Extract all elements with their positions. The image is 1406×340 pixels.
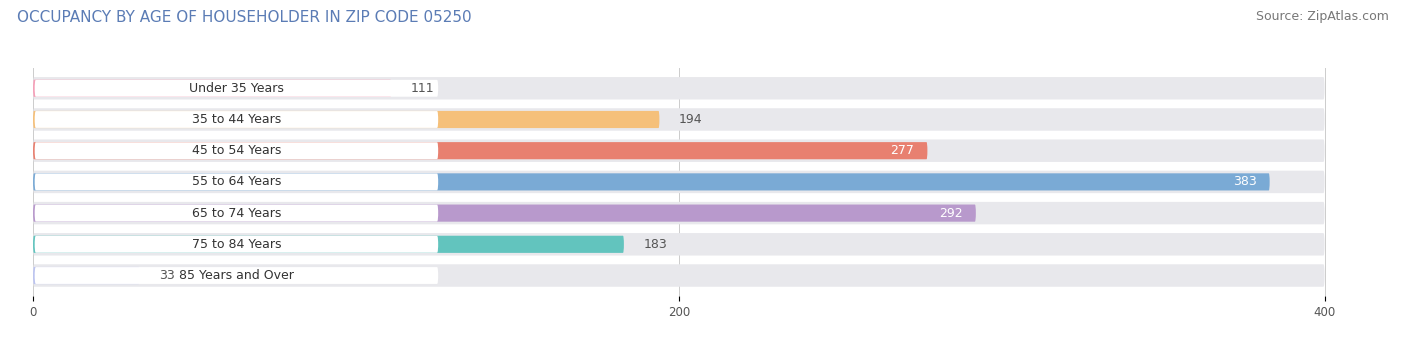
Text: 194: 194 xyxy=(679,113,703,126)
FancyBboxPatch shape xyxy=(35,236,439,253)
FancyBboxPatch shape xyxy=(35,205,439,222)
FancyBboxPatch shape xyxy=(35,111,439,128)
FancyBboxPatch shape xyxy=(35,173,439,190)
FancyBboxPatch shape xyxy=(32,267,139,284)
Text: 33: 33 xyxy=(159,269,174,282)
Text: OCCUPANCY BY AGE OF HOUSEHOLDER IN ZIP CODE 05250: OCCUPANCY BY AGE OF HOUSEHOLDER IN ZIP C… xyxy=(17,10,471,25)
FancyBboxPatch shape xyxy=(35,80,439,97)
Text: Source: ZipAtlas.com: Source: ZipAtlas.com xyxy=(1256,10,1389,23)
FancyBboxPatch shape xyxy=(32,173,1270,190)
FancyBboxPatch shape xyxy=(35,142,439,159)
FancyBboxPatch shape xyxy=(32,139,1324,162)
Text: Under 35 Years: Under 35 Years xyxy=(188,82,284,95)
FancyBboxPatch shape xyxy=(32,202,1324,224)
FancyBboxPatch shape xyxy=(32,171,1324,193)
Text: 55 to 64 Years: 55 to 64 Years xyxy=(191,175,281,188)
FancyBboxPatch shape xyxy=(32,264,1324,287)
Text: 111: 111 xyxy=(411,82,434,95)
FancyBboxPatch shape xyxy=(32,236,624,253)
FancyBboxPatch shape xyxy=(32,80,391,97)
FancyBboxPatch shape xyxy=(35,267,439,284)
FancyBboxPatch shape xyxy=(32,108,1324,131)
Text: 65 to 74 Years: 65 to 74 Years xyxy=(191,207,281,220)
Text: 277: 277 xyxy=(890,144,914,157)
Text: 183: 183 xyxy=(644,238,666,251)
FancyBboxPatch shape xyxy=(32,233,1324,256)
FancyBboxPatch shape xyxy=(32,205,976,222)
Text: 45 to 54 Years: 45 to 54 Years xyxy=(191,144,281,157)
Text: 35 to 44 Years: 35 to 44 Years xyxy=(191,113,281,126)
Text: 383: 383 xyxy=(1233,175,1257,188)
FancyBboxPatch shape xyxy=(32,142,928,159)
Text: 85 Years and Over: 85 Years and Over xyxy=(179,269,294,282)
Text: 292: 292 xyxy=(939,207,963,220)
FancyBboxPatch shape xyxy=(32,111,659,128)
FancyBboxPatch shape xyxy=(32,77,1324,100)
Text: 75 to 84 Years: 75 to 84 Years xyxy=(191,238,281,251)
